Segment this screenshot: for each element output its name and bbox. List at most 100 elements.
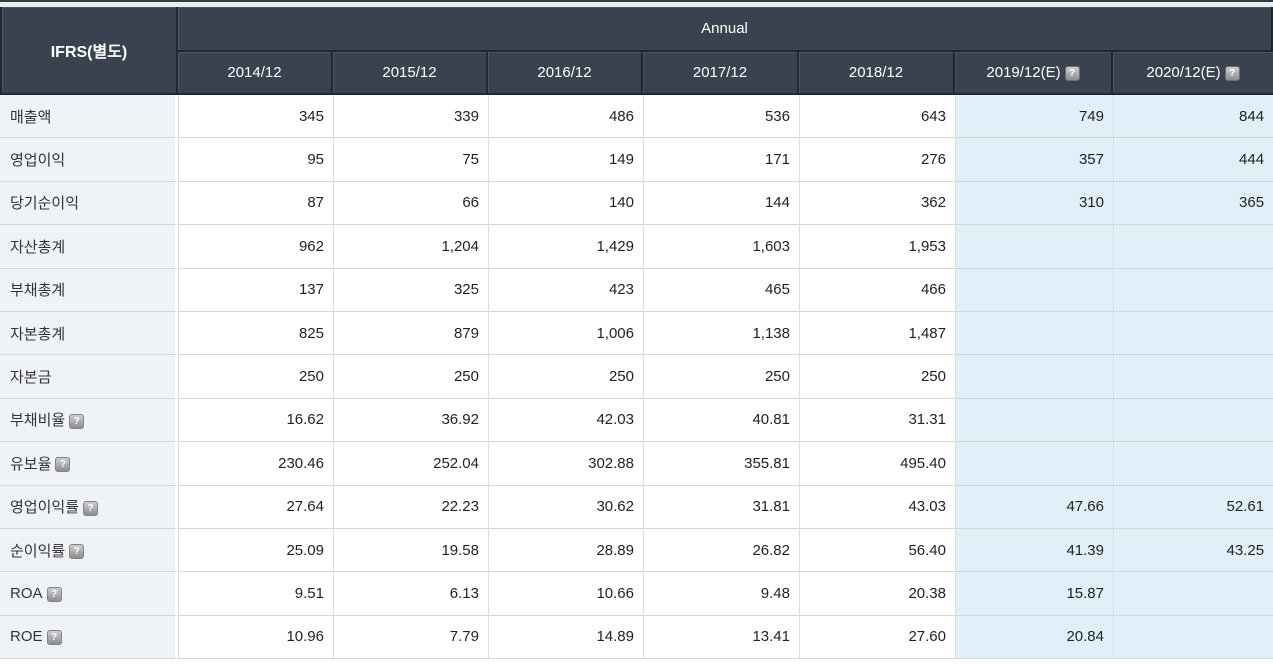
row-label-text: 자산총계 xyxy=(10,238,66,256)
row-label-text: 매출액 xyxy=(10,108,52,126)
data-cell: 250 xyxy=(799,355,955,399)
data-cell: 423 xyxy=(488,268,643,312)
column-header: 2020/12(E)? xyxy=(1113,52,1273,95)
data-cell: 1,953 xyxy=(799,225,955,269)
data-cell: 879 xyxy=(333,311,488,356)
corner-header-ifrs: IFRS(별도) xyxy=(0,7,178,95)
row-label: 순이익률? xyxy=(0,528,178,573)
data-cell: 42.03 xyxy=(488,398,643,443)
data-cell: 250 xyxy=(643,355,799,399)
data-cell: 28.89 xyxy=(488,528,643,573)
table-row: 자산총계 962 1,204 1,429 1,603 1,953 xyxy=(0,225,1273,269)
data-cell: 362 xyxy=(799,181,955,226)
data-cell: 1,204 xyxy=(333,225,488,269)
data-cell: 6.13 xyxy=(333,572,488,616)
data-cell: 250 xyxy=(488,355,643,399)
row-label: ROA? xyxy=(0,572,178,616)
row-label-text: ROA xyxy=(10,584,43,602)
table-row: 영업이익 95 75 149 171 276 357 444 xyxy=(0,138,1273,182)
data-cell: 9.48 xyxy=(643,572,799,616)
data-cell: 749 xyxy=(955,95,1113,139)
group-header-row: IFRS(별도) Annual xyxy=(0,7,1273,95)
help-icon[interactable]: ? xyxy=(69,413,85,429)
data-cell: 339 xyxy=(333,95,488,139)
table-row: ROE? 10.96 7.79 14.89 13.41 27.60 20.84 xyxy=(0,615,1273,660)
data-cell: 171 xyxy=(643,138,799,182)
row-label-text: 부채총계 xyxy=(10,282,66,300)
column-header: 2017/12 xyxy=(643,52,799,95)
data-cell: 47.66 xyxy=(955,485,1113,529)
data-cell: 1,429 xyxy=(488,225,643,269)
row-label-text: 순이익률 xyxy=(10,542,66,560)
data-cell: 9.51 xyxy=(178,572,333,616)
help-icon[interactable]: ? xyxy=(46,629,62,645)
data-cell: 43.03 xyxy=(799,485,955,529)
data-cell: 25.09 xyxy=(178,528,333,573)
data-cell xyxy=(1113,355,1273,399)
column-header: 2018/12 xyxy=(799,52,955,95)
column-header-label: 2014/12 xyxy=(227,64,282,81)
data-cell: 825 xyxy=(178,311,333,356)
column-header-label: 2015/12 xyxy=(382,64,437,81)
data-cell: 250 xyxy=(178,355,333,399)
help-icon[interactable]: ? xyxy=(1224,65,1240,81)
column-header-label: 2019/12(E) xyxy=(986,64,1061,81)
help-icon[interactable]: ? xyxy=(69,544,85,560)
data-cell: 26.82 xyxy=(643,528,799,573)
table-row: ROA? 9.51 6.13 10.66 9.48 20.38 15.87 xyxy=(0,572,1273,616)
data-cell: 962 xyxy=(178,225,333,269)
data-cell xyxy=(1113,442,1273,486)
data-cell xyxy=(1113,615,1273,660)
row-label: 자본금 xyxy=(0,355,178,399)
table-row: 자본금 250 250 250 250 250 xyxy=(0,355,1273,399)
financial-highlights-table: IFRS(별도) Annual 2014/12 2015/12 2016/12 201… xyxy=(0,7,1273,660)
data-cell: 20.84 xyxy=(955,615,1113,660)
data-cell: 16.62 xyxy=(178,398,333,443)
data-cell: 149 xyxy=(488,138,643,182)
data-cell xyxy=(1113,311,1273,356)
row-label: ROE? xyxy=(0,615,178,660)
table-row: 영업이익률? 27.64 22.23 30.62 31.81 43.03 47.66 52.6… xyxy=(0,485,1273,529)
column-header-label: 2018/12 xyxy=(848,64,904,81)
data-cell: 66 xyxy=(333,181,488,226)
table-row: 자본총계 825 879 1,006 1,138 1,487 xyxy=(0,311,1273,356)
row-label-text: 당기순이익 xyxy=(10,195,80,213)
data-cell: 30.62 xyxy=(488,485,643,529)
table-top-border xyxy=(0,0,1273,2)
table-row: 유보율? 230.46 252.04 302.88 355.81 495.40 xyxy=(0,442,1273,486)
column-header-label: 2020/12(E) xyxy=(1146,64,1221,81)
data-cell xyxy=(955,398,1113,443)
table-row: 부채비율? 16.62 36.92 42.03 40.81 31.31 xyxy=(0,398,1273,443)
data-cell xyxy=(955,311,1113,356)
row-label-text: 영업이익률 xyxy=(10,499,80,517)
column-header: 2019/12(E)? xyxy=(955,52,1113,95)
data-cell: 75 xyxy=(333,138,488,182)
data-cell: 31.81 xyxy=(643,485,799,529)
column-header-label: 2016/12 xyxy=(537,64,592,81)
data-cell: 355.81 xyxy=(643,442,799,486)
data-cell xyxy=(1113,225,1273,269)
row-label: 매출액 xyxy=(0,95,178,139)
data-cell xyxy=(955,442,1113,486)
row-label-text: 영업이익 xyxy=(10,152,66,170)
table-row: 순이익률? 25.09 19.58 28.89 26.82 56.40 41.39 43.25 xyxy=(0,528,1273,573)
data-cell: 325 xyxy=(333,268,488,312)
row-label: 부채비율? xyxy=(0,398,178,443)
help-icon[interactable]: ? xyxy=(55,457,71,473)
data-cell xyxy=(955,225,1113,269)
data-cell: 250 xyxy=(333,355,488,399)
data-cell: 27.60 xyxy=(799,615,955,660)
data-cell: 345 xyxy=(178,95,333,139)
help-icon[interactable]: ? xyxy=(1064,65,1080,81)
data-cell: 20.38 xyxy=(799,572,955,616)
data-cell: 844 xyxy=(1113,95,1273,139)
help-icon[interactable]: ? xyxy=(46,586,62,602)
data-cell: 302.88 xyxy=(488,442,643,486)
data-cell: 1,138 xyxy=(643,311,799,356)
data-cell: 444 xyxy=(1113,138,1273,182)
data-cell: 495.40 xyxy=(799,442,955,486)
help-icon[interactable]: ? xyxy=(83,500,99,516)
data-cell: 1,487 xyxy=(799,311,955,356)
data-cell: 52.61 xyxy=(1113,485,1273,529)
